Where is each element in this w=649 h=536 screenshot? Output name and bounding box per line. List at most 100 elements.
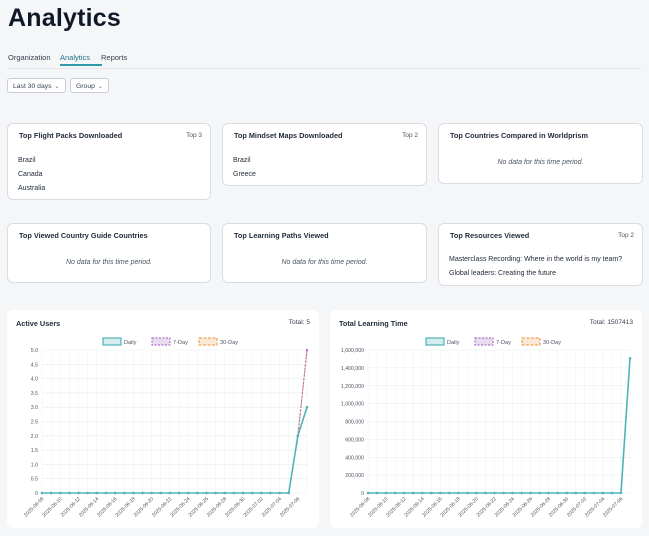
data-point bbox=[402, 491, 406, 495]
tab-analytics[interactable]: Analytics bbox=[60, 53, 91, 62]
tab-reports[interactable]: Reports bbox=[101, 53, 128, 62]
data-point bbox=[475, 491, 478, 495]
data-point bbox=[420, 491, 424, 495]
data-point bbox=[375, 491, 379, 495]
data-point bbox=[159, 491, 163, 495]
data-point bbox=[529, 491, 532, 495]
series-line bbox=[42, 406, 308, 494]
data-point bbox=[583, 491, 587, 495]
chevron-down-icon: ⌄ bbox=[54, 84, 60, 90]
legend-swatch bbox=[521, 337, 541, 346]
data-point bbox=[113, 491, 117, 495]
legend-label: Daily bbox=[124, 340, 137, 346]
data-point bbox=[104, 491, 108, 495]
data-point bbox=[520, 491, 523, 495]
data-point bbox=[601, 491, 605, 495]
y-tick-label: 0.5 bbox=[31, 477, 38, 483]
card-title: Top Viewed Country Guide Countries bbox=[19, 231, 148, 240]
empty-message: No data for this time period. bbox=[66, 259, 152, 266]
data-point bbox=[250, 491, 254, 495]
group-dropdown[interactable]: Group ⌄ bbox=[70, 78, 109, 93]
list-item: Brazil bbox=[18, 157, 36, 164]
y-tick-label: 1,000,000 bbox=[341, 402, 364, 408]
x-tick-label: 2025-07-06 bbox=[602, 496, 624, 518]
card-list: Brazil Canada Australia bbox=[18, 154, 45, 196]
card-title: Top Resources Viewed bbox=[450, 231, 530, 240]
card-list: Brazil Greece bbox=[233, 154, 256, 182]
y-tick-label: 0 bbox=[35, 491, 38, 497]
data-point bbox=[232, 491, 236, 495]
learning-paths-card: Top Learning Paths Viewed No data for th… bbox=[222, 223, 427, 283]
data-point bbox=[493, 491, 496, 495]
data-point bbox=[260, 491, 263, 495]
data-point bbox=[592, 491, 596, 495]
data-point bbox=[287, 491, 291, 495]
y-tick-label: 200,000 bbox=[345, 473, 364, 479]
list-item: Global leaders: Creating the future bbox=[449, 270, 557, 277]
list-item: Brazil bbox=[233, 157, 251, 164]
series-line bbox=[368, 358, 631, 494]
data-point bbox=[122, 491, 126, 495]
resources-card: Top Resources Viewed Top 2 Masterclass R… bbox=[438, 223, 643, 286]
data-point bbox=[305, 405, 309, 409]
chevron-down-icon: ⌄ bbox=[97, 84, 103, 90]
empty-message: No data for this time period. bbox=[497, 159, 584, 166]
data-point bbox=[457, 491, 460, 495]
data-point bbox=[384, 491, 388, 495]
data-point bbox=[177, 491, 181, 495]
legend-swatch bbox=[198, 337, 218, 346]
data-point bbox=[49, 491, 53, 495]
data-point bbox=[619, 491, 623, 495]
y-tick-label: 2.0 bbox=[31, 434, 38, 440]
empty-message: No data for this time period. bbox=[281, 259, 368, 266]
legend-swatch bbox=[425, 337, 445, 346]
y-tick-label: 400,000 bbox=[345, 455, 364, 461]
list-item: Australia bbox=[18, 185, 46, 192]
data-point bbox=[214, 491, 217, 495]
data-point bbox=[205, 491, 208, 495]
chart-title: Total Learning Time bbox=[339, 319, 408, 328]
data-point bbox=[278, 491, 281, 495]
legend-label: Daily bbox=[447, 340, 460, 346]
data-point bbox=[547, 491, 550, 495]
y-tick-label: 800,000 bbox=[345, 420, 364, 426]
learning-time-chart: Daily 7-Day 30-Day 0 200,000 400,000 600,000 80… bbox=[341, 337, 632, 519]
countries-compared-card: Top Countries Compared in Worldprism No … bbox=[438, 123, 643, 184]
data-point bbox=[538, 491, 541, 495]
list-item: Masterclass Recording: Where in the worl… bbox=[449, 256, 623, 263]
mindset-maps-card: Top Mindset Maps Downloaded Top 2 Brazil… bbox=[222, 123, 427, 186]
legend-swatch bbox=[102, 337, 122, 346]
y-tick-label: 3.0 bbox=[31, 405, 38, 411]
page-title: Analytics bbox=[8, 4, 121, 32]
data-point bbox=[86, 491, 89, 495]
y-tick-label: 1.5 bbox=[31, 448, 38, 454]
active-users-chart: Daily 7-Day 30-Day 0 0.5 1.0 1.5 2.0 2.5 3.0 3.5 4.… bbox=[23, 337, 309, 519]
legend-swatch bbox=[151, 337, 171, 346]
data-point bbox=[448, 491, 451, 495]
y-tick-label: 600,000 bbox=[345, 437, 364, 443]
top-count: Top 3 bbox=[186, 132, 202, 139]
period-dropdown[interactable]: Last 30 days ⌄ bbox=[7, 78, 66, 93]
period-dropdown-label: Last 30 days bbox=[13, 83, 52, 90]
card-title: Top Countries Compared in Worldprism bbox=[450, 131, 588, 140]
data-point bbox=[296, 434, 300, 438]
data-point bbox=[132, 491, 135, 495]
data-point bbox=[411, 491, 415, 495]
tab-organization[interactable]: Organization bbox=[8, 53, 51, 62]
top-count: Top 2 bbox=[402, 132, 418, 139]
y-tick-label: 4.5 bbox=[31, 362, 38, 368]
chart-total: Total: 1507413 bbox=[589, 319, 633, 326]
top-count: Top 2 bbox=[618, 232, 634, 239]
data-point bbox=[502, 491, 505, 495]
data-point bbox=[429, 491, 433, 495]
country-guide-card: Top Viewed Country Guide Countries No da… bbox=[7, 223, 211, 283]
y-tick-label: 0 bbox=[361, 491, 364, 497]
data-point bbox=[565, 491, 569, 495]
y-tick-label: 5.0 bbox=[31, 348, 38, 354]
data-point bbox=[511, 491, 514, 495]
y-tick-label: 1,400,000 bbox=[341, 366, 364, 372]
active-tab-indicator bbox=[60, 64, 102, 66]
data-point bbox=[95, 491, 99, 495]
y-tick-label: 1.0 bbox=[31, 462, 38, 468]
data-point bbox=[628, 356, 632, 360]
